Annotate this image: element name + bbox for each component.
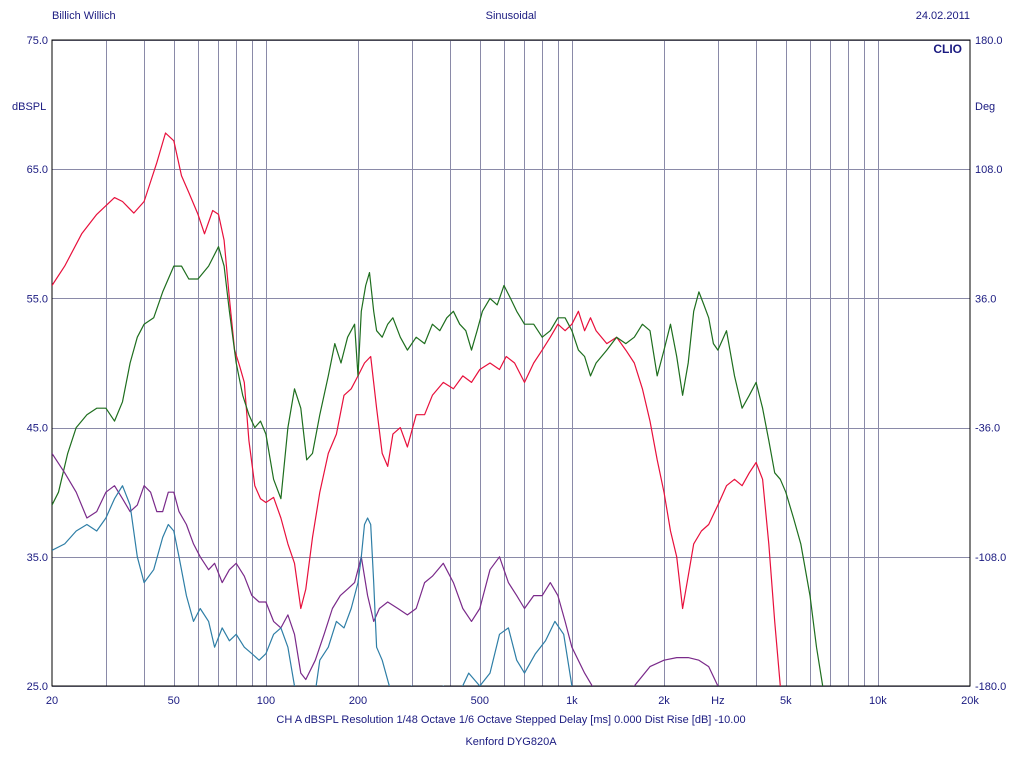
y2-tick-label: -36.0 [975, 423, 1000, 435]
header-mode: Sinusoidal [485, 10, 537, 22]
series-line-2 [52, 246, 824, 686]
x-tick-label: 50 [168, 695, 180, 707]
y-tick-label: 55.0 [27, 293, 48, 305]
y2-tick-label: -108.0 [975, 552, 1006, 564]
x-tick-label: 100 [257, 695, 275, 707]
header-date: 24.02.2011 [915, 10, 970, 22]
x-tick-label: 200 [349, 695, 367, 707]
x-tick-label: 20 [46, 695, 58, 707]
x-tick-label: 1k [566, 695, 578, 707]
y2-axis-label: Deg [975, 101, 995, 113]
grid [52, 40, 970, 687]
clio-brand-label: CLIO [933, 42, 962, 56]
y2-tick-label: 180.0 [975, 35, 1003, 47]
y2-tick-label: 108.0 [975, 164, 1003, 176]
y-tick-label: 35.0 [27, 552, 48, 564]
x-unit-label: Hz [711, 695, 724, 707]
y2-tick-label: -180.0 [975, 681, 1006, 693]
y-tick-label: 25.0 [27, 681, 48, 693]
y-axis-label: dBSPL [12, 101, 46, 113]
x-tick-label: 5k [780, 695, 792, 707]
device-name: Kenford DYG820A [465, 736, 557, 748]
axis-labels: 25.0 35.0 45.0 55.0 65.0 75.0 -180.0 -108.0 -36.… [12, 35, 1006, 707]
series-line-3 [52, 453, 719, 686]
x-tick-label: 500 [471, 695, 489, 707]
x-tick-label: 20k [961, 695, 979, 707]
y-tick-label: 45.0 [27, 423, 48, 435]
x-tick-label: 10k [869, 695, 887, 707]
y2-tick-label: 36.0 [975, 293, 996, 305]
y-tick-label: 75.0 [27, 35, 48, 47]
y-tick-label: 65.0 [27, 164, 48, 176]
x-tick-label: 2k [658, 695, 670, 707]
series-group [52, 132, 824, 686]
header-author: Billich Willich [52, 10, 116, 22]
plot-frame [51, 39, 971, 687]
measurement-info: CH A dBSPL Resolution 1/48 Octave 1/6 Oc… [276, 714, 746, 726]
series-line-4 [52, 485, 573, 686]
series-line-1 [52, 132, 781, 686]
